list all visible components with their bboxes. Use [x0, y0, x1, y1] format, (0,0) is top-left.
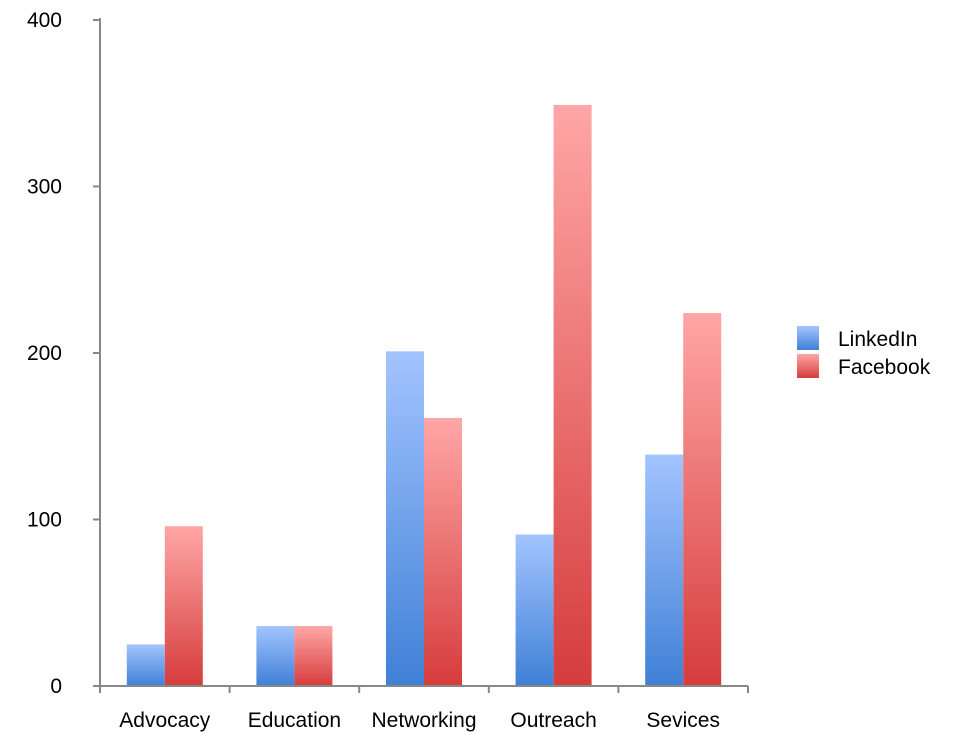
- legend-label-facebook: Facebook: [838, 356, 931, 379]
- bar-linkedin-outreach: [515, 534, 554, 686]
- bars-layer: [126, 104, 722, 687]
- axes-layer: 0 100 200 300 400 Advocacy Education Networking…: [27, 9, 749, 732]
- bar-facebook-outreach: [553, 104, 592, 687]
- bar-linkedin-networking: [386, 351, 424, 686]
- bar-linkedin-advocacy: [126, 644, 165, 686]
- x-tick-label: Outreach: [510, 709, 596, 732]
- bar-facebook-advocacy: [164, 526, 203, 686]
- y-tick-label: 300: [27, 176, 62, 199]
- bar-linkedin-education: [256, 626, 295, 686]
- y-tick-label: 200: [27, 342, 62, 365]
- x-tick-label: Sevices: [646, 709, 720, 732]
- x-tick-label: Advocacy: [119, 709, 211, 732]
- legend-label-linkedin: LinkedIn: [838, 328, 917, 351]
- y-tick-label: 400: [27, 9, 62, 32]
- x-tick-label: Education: [248, 709, 341, 732]
- y-tick-label: 0: [50, 675, 62, 698]
- bar-facebook-sevices: [683, 313, 722, 686]
- bar-linkedin-sevices: [645, 454, 684, 686]
- legend-swatch-linkedin: [797, 326, 819, 350]
- legend: LinkedIn Facebook: [797, 326, 931, 379]
- x-tick-label: Networking: [371, 709, 476, 732]
- y-tick-label: 100: [27, 509, 62, 532]
- bar-facebook-networking: [424, 417, 462, 686]
- legend-swatch-facebook: [797, 354, 819, 378]
- bar-facebook-education: [294, 626, 333, 686]
